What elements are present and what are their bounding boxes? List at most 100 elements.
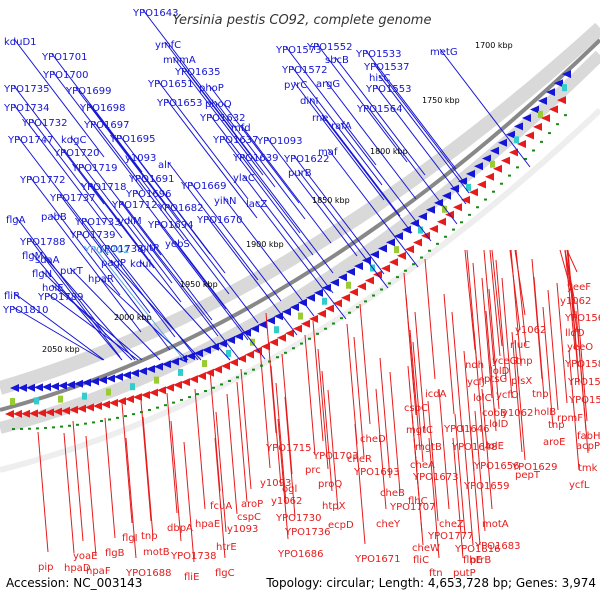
gc-dot (276, 356, 279, 359)
gene-label: pabB (41, 212, 67, 223)
plus-gene-block (506, 130, 515, 139)
gene-label: ycfL (569, 480, 590, 491)
gc-dot (132, 413, 135, 416)
gene-label: YPO1699 (65, 86, 111, 97)
feature-block (466, 183, 471, 191)
gene-label: sdaA (35, 255, 60, 266)
gene-label: htpX (322, 501, 346, 512)
scale-ticks: 1700 kbp 1750 kbp 1800 kbp 1850 kbp 1900 kbp… (42, 41, 513, 354)
leader-line (166, 392, 178, 514)
gene-label: YPO1588 (567, 377, 600, 388)
leader-line (389, 371, 401, 493)
minus-gene-block (53, 407, 62, 416)
leader-line (293, 155, 385, 275)
gene-label: YPO1730 (275, 513, 321, 524)
gc-dot (244, 372, 247, 375)
minus-gene-block (85, 403, 94, 412)
gene-label: flgA (6, 215, 26, 226)
gene-label: cheW (412, 543, 440, 554)
leader-line (514, 339, 526, 461)
gc-dot (252, 368, 255, 371)
minus-gene-block (21, 409, 30, 418)
minus-gene-block (349, 288, 358, 297)
plus-gene-block (394, 232, 403, 241)
gene-label: y1062 (560, 296, 591, 307)
gene-label: tnp (548, 420, 565, 431)
leader-line (138, 175, 230, 295)
plus-gene-block (18, 383, 27, 392)
gene-label: alr (158, 160, 172, 171)
gene-label: YPO1093 (256, 136, 302, 147)
minus-gene-block (277, 333, 286, 342)
leader-line (365, 50, 457, 170)
gene-label: yeeO (567, 342, 593, 353)
leader-line (509, 249, 521, 331)
plus-gene-block (314, 288, 323, 297)
tick-label: 1850 kbp (312, 196, 350, 205)
feature-block (154, 376, 159, 384)
minus-gene-block (389, 258, 398, 267)
minus-gene-block (285, 329, 294, 338)
plus-gene-block (282, 307, 291, 316)
minus-gene-block (509, 148, 518, 157)
minus-gene-block (5, 410, 14, 418)
leader-line (412, 341, 424, 463)
minus-gene-block (205, 368, 214, 377)
leader-line (568, 264, 580, 386)
leader-line (564, 249, 576, 350)
gc-dot (164, 404, 167, 407)
leader-line (240, 124, 332, 244)
leader-line (184, 68, 276, 188)
minus-gene-block (197, 372, 206, 381)
gene-label: YPO1683 (474, 541, 520, 552)
gene-label: yoaE (73, 551, 97, 562)
gene-label: cspC (237, 512, 261, 523)
leader-line (63, 432, 75, 554)
gene-label: YPO1635 (174, 67, 220, 78)
leader-line (334, 56, 426, 176)
gene-label: YPO1572 (281, 65, 327, 76)
gc-dot (220, 383, 223, 386)
minus-gene-block (229, 358, 238, 367)
map-title: Yersinia pestis CO92, complete genome (173, 13, 432, 28)
gene-label: YPO1622 (283, 154, 329, 165)
gc-dot (300, 342, 303, 345)
plus-gene-block (482, 154, 491, 163)
tick-label: 1750 kbp (422, 96, 460, 105)
leader-line (157, 80, 249, 200)
minus-gene-block (149, 388, 158, 397)
leader-line (51, 53, 143, 173)
plus-gene-block (354, 262, 363, 271)
gc-dot (516, 166, 519, 169)
plus-gene-block (458, 177, 467, 186)
gene-label: YPO1739 (69, 230, 115, 241)
plus-gene-block (474, 162, 483, 171)
leader-line (93, 246, 185, 361)
gene-label: YPO1553 (365, 84, 411, 95)
leader-line (63, 149, 155, 269)
leader-line (321, 370, 333, 492)
gene-label: purT (60, 266, 84, 277)
feature-block (562, 84, 567, 92)
leader-line (266, 137, 358, 257)
gc-dot (108, 418, 111, 421)
plus-gene-block (426, 205, 435, 214)
plus-gene-block (170, 357, 179, 366)
leader-line (236, 381, 248, 503)
tick-label: 1950 kbp (180, 280, 218, 289)
feature-block (442, 205, 447, 213)
gene-label: YPO1585 (564, 359, 600, 370)
leader-line (373, 63, 465, 183)
leader-line (121, 201, 213, 321)
minus-gene-block (261, 342, 270, 351)
feature-block (274, 326, 279, 334)
leader-line (270, 365, 282, 487)
plus-gene-block (490, 146, 499, 155)
leader-line (481, 277, 493, 399)
minus-gene-block (333, 299, 342, 308)
leader-line (37, 431, 49, 553)
minus-gene-block (541, 114, 550, 123)
gene-label: hpaF (86, 566, 111, 577)
leader-line (412, 424, 424, 546)
